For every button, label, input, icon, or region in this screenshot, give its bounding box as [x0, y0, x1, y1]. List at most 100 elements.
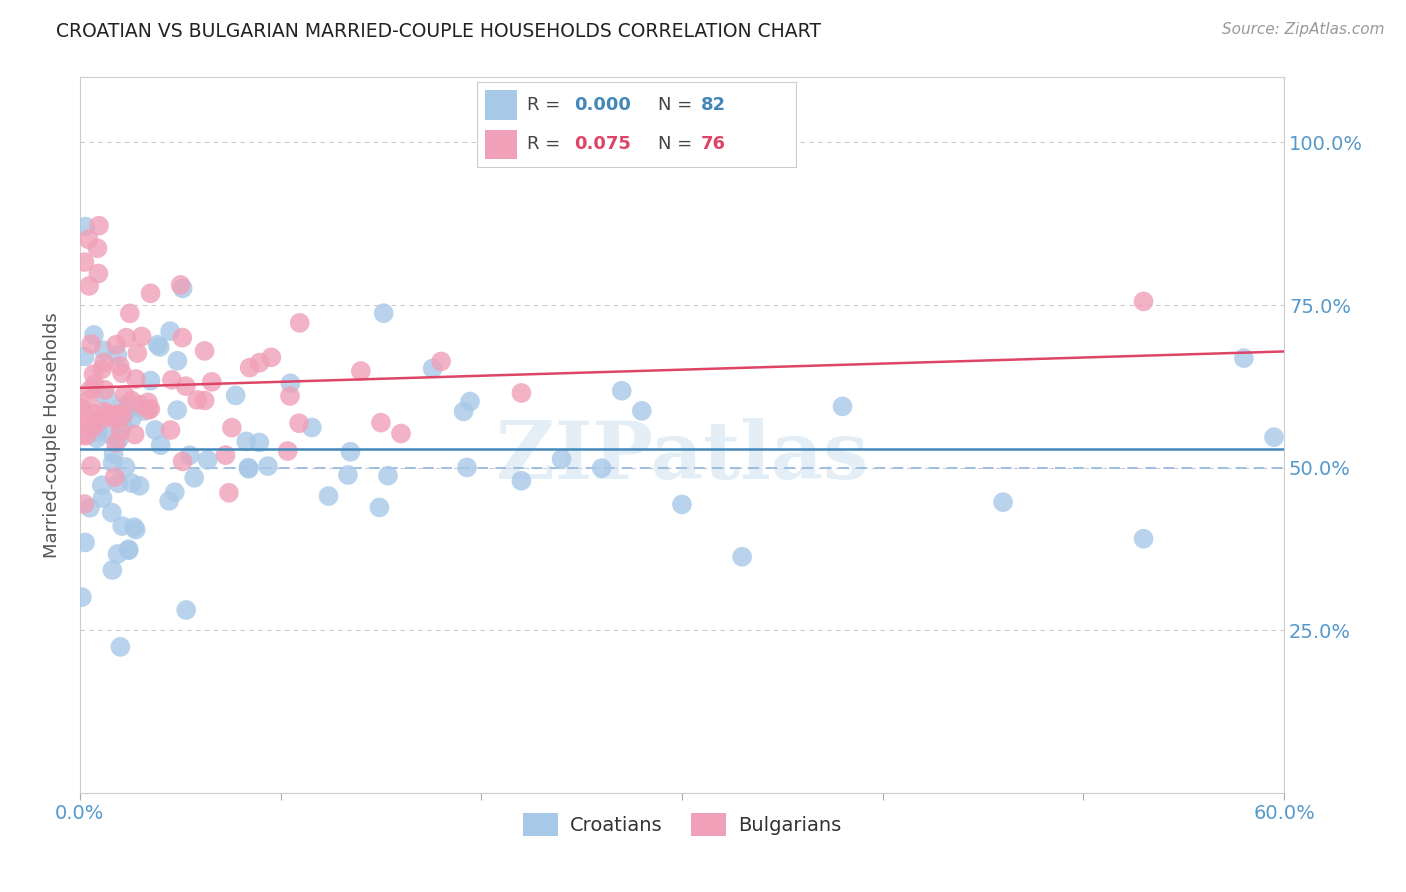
Point [278, 389, 301, 403]
Point [105, 413, 128, 427]
Point [72, 428, 94, 442]
Point [301, 420, 323, 434]
Point [163, 485, 186, 500]
Point [377, 468, 399, 483]
Point [125, 372, 148, 386]
Point [112, 404, 135, 418]
Point [186, 392, 208, 407]
Point [197, 453, 219, 467]
Point [288, 316, 311, 330]
Point [174, 603, 197, 617]
Point [1233, 351, 1256, 365]
Point [339, 444, 361, 458]
Point [112, 418, 135, 433]
Point [82, 421, 104, 435]
Point [73, 497, 96, 511]
Point [83, 327, 105, 342]
Point [128, 479, 150, 493]
Point [1132, 294, 1154, 309]
Point [75, 429, 97, 443]
Point [91, 362, 114, 376]
Point [225, 388, 247, 402]
Point [373, 306, 395, 320]
Point [125, 523, 148, 537]
Point [94, 383, 117, 397]
Point [134, 404, 156, 418]
Point [157, 494, 180, 508]
Point [235, 434, 257, 449]
Point [77, 392, 100, 407]
Point [991, 495, 1014, 509]
Point [89, 414, 111, 428]
Point [160, 373, 183, 387]
Point [1132, 532, 1154, 546]
Point [214, 448, 236, 462]
Point [193, 343, 215, 358]
Point [149, 340, 172, 354]
Point [101, 563, 124, 577]
Point [146, 337, 169, 351]
Point [73, 417, 96, 431]
Point [127, 346, 149, 360]
Point [121, 411, 143, 425]
Point [453, 404, 475, 418]
Point [115, 331, 138, 345]
Point [118, 306, 141, 320]
Point [110, 424, 132, 438]
Point [73, 255, 96, 269]
Point [247, 435, 270, 450]
Point [166, 403, 188, 417]
Point [108, 432, 131, 446]
Point [87, 425, 110, 439]
Point [277, 444, 299, 458]
Point [103, 447, 125, 461]
Point [110, 640, 132, 654]
Point [111, 400, 134, 414]
Point [131, 329, 153, 343]
Point [75, 535, 97, 549]
Point [238, 462, 260, 476]
Point [201, 375, 224, 389]
Point [630, 404, 652, 418]
Point [610, 384, 633, 398]
Point [83, 377, 105, 392]
Point [456, 460, 478, 475]
Point [183, 471, 205, 485]
Point [96, 391, 118, 405]
Point [90, 478, 112, 492]
Point [174, 379, 197, 393]
Point [114, 459, 136, 474]
Point [108, 407, 131, 421]
Point [194, 393, 217, 408]
Point [97, 407, 120, 421]
Point [107, 476, 129, 491]
Point [350, 364, 373, 378]
Point [238, 460, 260, 475]
Point [105, 435, 128, 450]
Point [93, 404, 115, 418]
Point [550, 452, 572, 467]
Point [671, 497, 693, 511]
Point [129, 398, 152, 412]
Point [318, 489, 340, 503]
Point [70, 401, 93, 415]
Point [136, 395, 159, 409]
Point [87, 267, 110, 281]
Point [430, 354, 453, 368]
Point [138, 403, 160, 417]
Point [458, 394, 481, 409]
Point [79, 500, 101, 515]
Point [86, 431, 108, 445]
Point [80, 337, 103, 351]
Point [105, 348, 128, 362]
Point [368, 500, 391, 515]
Point [510, 386, 533, 401]
Point [80, 458, 103, 473]
Point [82, 367, 104, 381]
Point [257, 459, 280, 474]
Point [510, 474, 533, 488]
Point [149, 438, 172, 452]
Point [166, 353, 188, 368]
Point [239, 360, 262, 375]
Point [108, 359, 131, 373]
